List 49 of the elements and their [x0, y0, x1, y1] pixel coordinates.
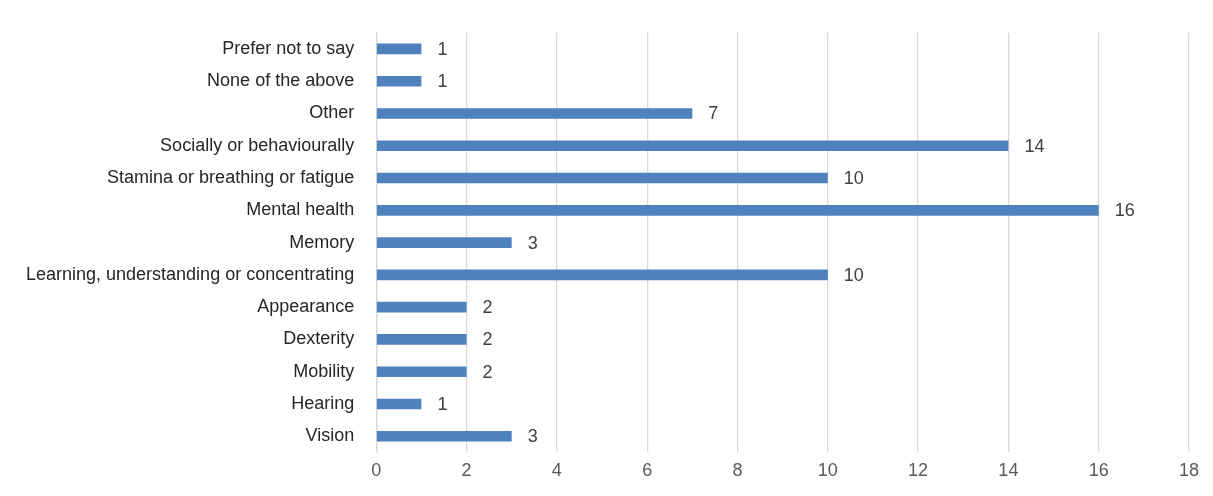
- data-label: 1: [437, 38, 448, 59]
- bar: [376, 140, 1009, 152]
- y-tick-label: Mental health: [246, 199, 355, 220]
- data-label: 1: [437, 71, 448, 92]
- bar: [376, 398, 422, 410]
- data-label: 3: [527, 426, 538, 447]
- data-label: 10: [843, 168, 864, 189]
- y-tick-label: None of the above: [207, 70, 355, 91]
- y-tick-label: Other: [309, 102, 355, 123]
- bar: [376, 108, 693, 119]
- y-tick-label: Mobility: [293, 360, 355, 381]
- x-tick-label: 14: [998, 460, 1019, 481]
- data-label: 2: [482, 361, 493, 382]
- bar: [376, 205, 1099, 216]
- bar: [376, 334, 467, 345]
- bar: [376, 75, 422, 87]
- y-tick-label: Learning, understanding or concentrating: [25, 263, 355, 284]
- x-tick-label: 2: [461, 460, 472, 481]
- y-tick-label: Hearing: [291, 392, 355, 413]
- data-label: 16: [1114, 200, 1135, 221]
- y-tick-label: Socially or behaviourally: [160, 134, 355, 155]
- bar: [376, 301, 467, 313]
- bar: [376, 237, 512, 248]
- x-tick-label: 4: [551, 460, 562, 481]
- data-label: 14: [1024, 135, 1045, 156]
- bar: [376, 172, 828, 184]
- x-tick-label: 16: [1088, 460, 1109, 481]
- y-tick-label: Prefer not to say: [222, 37, 355, 58]
- y-tick-label: Appearance: [257, 296, 355, 317]
- data-label: 10: [843, 264, 864, 285]
- bar: [376, 269, 828, 281]
- data-label: 3: [527, 232, 538, 253]
- x-tick-label: 18: [1178, 460, 1200, 481]
- x-tick-label: 0: [371, 460, 382, 481]
- bar: [376, 430, 512, 442]
- data-label: 7: [708, 103, 719, 124]
- bar: [376, 366, 467, 378]
- x-tick-label: 12: [908, 460, 929, 481]
- data-label: 2: [482, 297, 493, 318]
- y-tick-label: Dexterity: [283, 328, 355, 349]
- x-tick-label: 8: [732, 460, 743, 481]
- bar: [376, 43, 422, 55]
- y-tick-label: Memory: [289, 231, 355, 252]
- y-tick-label: Stamina or breathing or fatigue: [107, 167, 355, 188]
- data-label: 1: [437, 393, 448, 414]
- y-tick-label: Vision: [305, 425, 355, 446]
- data-label: 2: [482, 329, 493, 350]
- x-tick-label: 6: [642, 460, 653, 481]
- x-tick-label: 10: [817, 460, 838, 481]
